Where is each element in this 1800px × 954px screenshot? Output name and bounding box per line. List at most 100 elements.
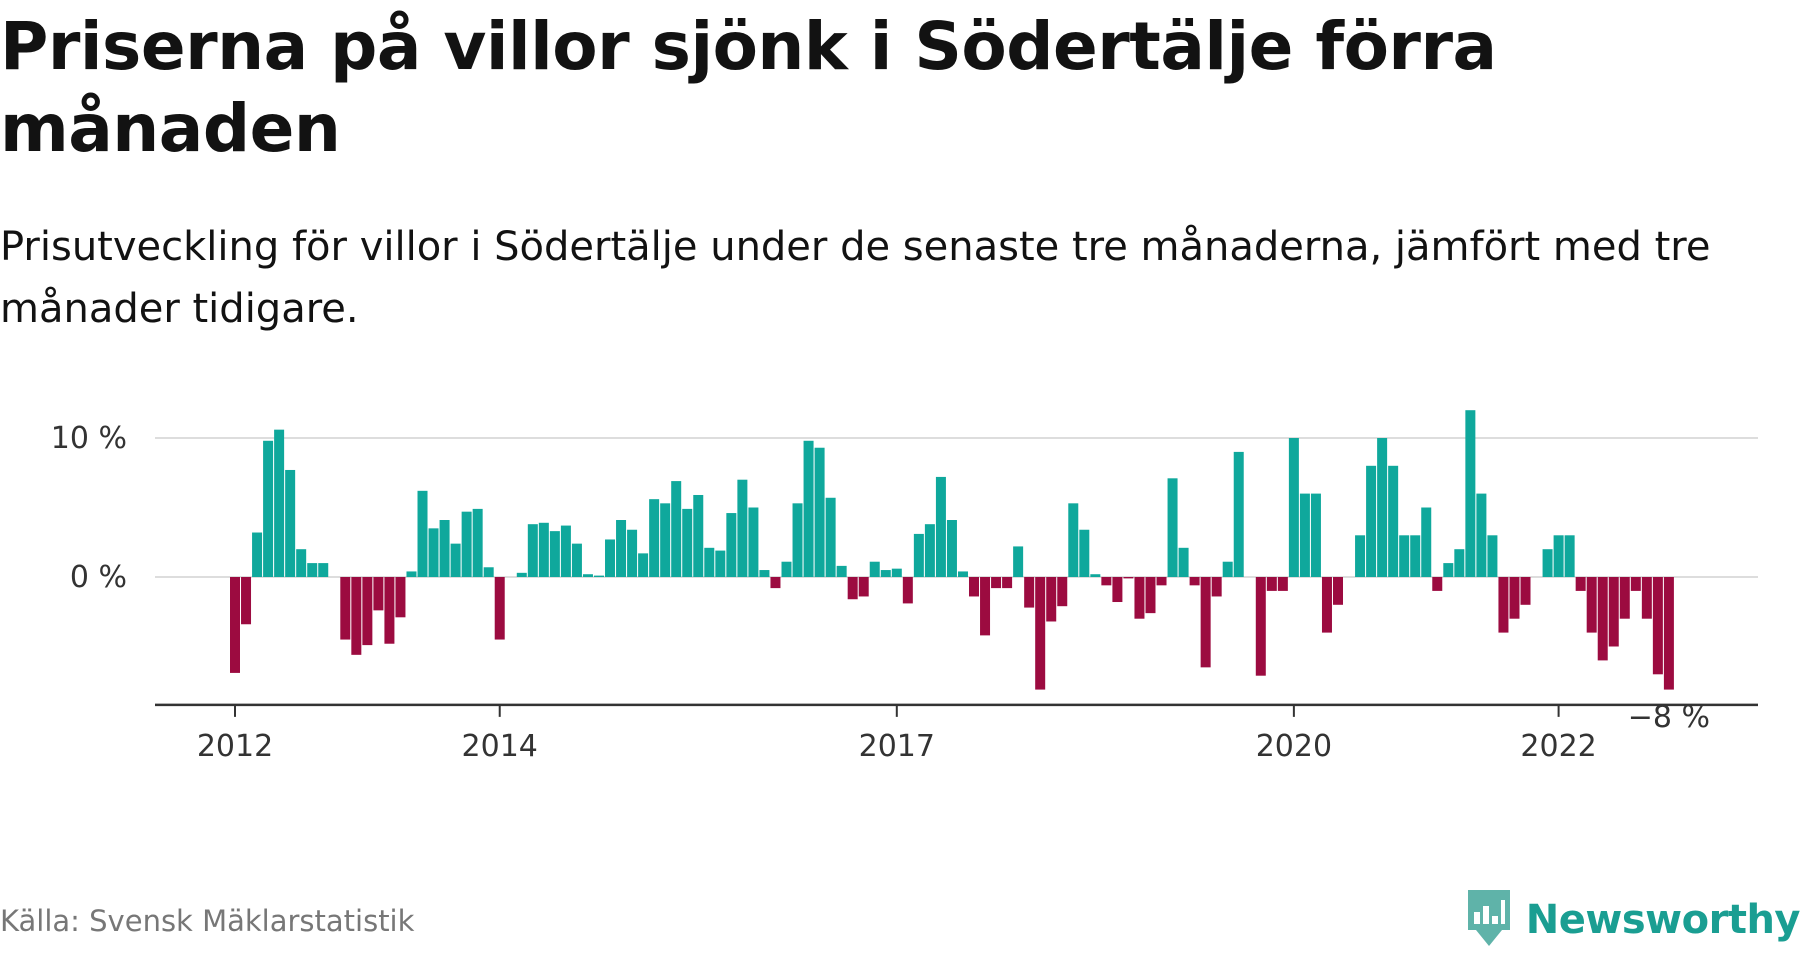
bar <box>957 571 968 577</box>
bar <box>1663 577 1674 690</box>
bar <box>1388 465 1399 577</box>
bar <box>1542 549 1553 577</box>
tick-labels: 0 % 10 % 2012 2014 2017 2020 2022 −8 % <box>51 421 1710 764</box>
bar <box>1079 529 1090 577</box>
bar <box>891 568 902 577</box>
bar <box>406 571 417 577</box>
bar <box>362 577 373 646</box>
x-tick-label: 2012 <box>197 729 273 764</box>
bar <box>616 520 627 577</box>
bar <box>549 531 560 577</box>
bar <box>1112 577 1123 603</box>
bar <box>582 574 593 577</box>
bar <box>1145 577 1156 614</box>
bar <box>494 577 505 640</box>
y-tick-label: 10 % <box>51 421 127 456</box>
bar <box>660 503 671 577</box>
bar <box>351 577 362 655</box>
bar <box>1564 535 1575 577</box>
brand-name: Newsworthy <box>1525 897 1800 943</box>
bar <box>428 528 439 577</box>
bar <box>593 575 604 577</box>
bar <box>263 440 274 577</box>
y-tick-label: 0 % <box>70 560 127 595</box>
bar <box>1355 535 1366 577</box>
bar <box>671 481 682 577</box>
bar <box>1432 577 1443 591</box>
bar <box>1553 535 1564 577</box>
bar <box>1266 577 1277 591</box>
bar <box>472 508 483 577</box>
bar <box>991 577 1002 589</box>
bar <box>296 549 307 577</box>
bar <box>605 539 616 577</box>
bar <box>1167 478 1178 577</box>
bar <box>1024 577 1035 608</box>
bar <box>1652 577 1663 675</box>
bar <box>858 577 869 597</box>
bar-series <box>230 410 1674 690</box>
bar <box>759 570 770 577</box>
bar <box>1123 577 1134 579</box>
bar <box>417 490 428 577</box>
chart-title: Priserna på villor sjönk i Södertälje fö… <box>0 8 1497 167</box>
bar <box>1377 438 1388 577</box>
bar <box>1046 577 1057 622</box>
bar <box>571 543 582 577</box>
x-tick-label: 2022 <box>1520 729 1596 764</box>
source-note: Källa: Svensk Mäklarstatistik <box>0 904 415 938</box>
bar <box>792 503 803 577</box>
bar <box>1366 465 1377 577</box>
bar <box>1619 577 1630 619</box>
bar <box>1520 577 1531 605</box>
bar <box>869 561 880 577</box>
bar <box>814 447 825 577</box>
bar <box>1321 577 1332 633</box>
bar <box>1178 547 1189 577</box>
bar <box>1156 577 1167 586</box>
bar <box>693 494 704 577</box>
bar <box>1288 438 1299 577</box>
bar <box>461 511 472 577</box>
bar <box>1608 577 1619 647</box>
last-value-label: −8 % <box>1628 700 1710 735</box>
bar <box>483 567 494 577</box>
bar <box>969 577 980 597</box>
brand-logo[interactable]: Newsworthy <box>1464 888 1800 952</box>
bar <box>1277 577 1288 591</box>
bar <box>649 499 660 577</box>
bar <box>373 577 384 611</box>
bar <box>1421 507 1432 577</box>
bar <box>682 508 693 577</box>
bar <box>1255 577 1266 676</box>
bar <box>252 532 263 577</box>
bar <box>1189 577 1200 586</box>
bar <box>1002 577 1013 589</box>
bar <box>1410 535 1421 577</box>
chart-subtitle: Prisutveckling för villor i Södertälje u… <box>0 224 1711 332</box>
bar <box>715 550 726 577</box>
bar <box>439 520 450 577</box>
bar <box>748 507 759 577</box>
bar <box>1211 577 1222 597</box>
bar <box>307 563 318 577</box>
bar <box>781 561 792 577</box>
bar <box>1630 577 1641 591</box>
x-tick-label: 2020 <box>1256 729 1332 764</box>
bar <box>527 524 538 577</box>
bar <box>880 570 891 577</box>
bar <box>1487 535 1498 577</box>
bar <box>825 497 836 577</box>
bar <box>241 577 252 625</box>
bar <box>516 572 527 577</box>
bar <box>902 577 913 604</box>
bar <box>1200 577 1211 668</box>
axes <box>155 703 1758 717</box>
bar <box>1299 493 1310 577</box>
bar <box>285 469 296 577</box>
bar <box>1310 493 1321 577</box>
bar <box>395 577 406 618</box>
bar <box>924 524 935 577</box>
bar <box>1586 577 1597 633</box>
bar <box>1597 577 1608 661</box>
